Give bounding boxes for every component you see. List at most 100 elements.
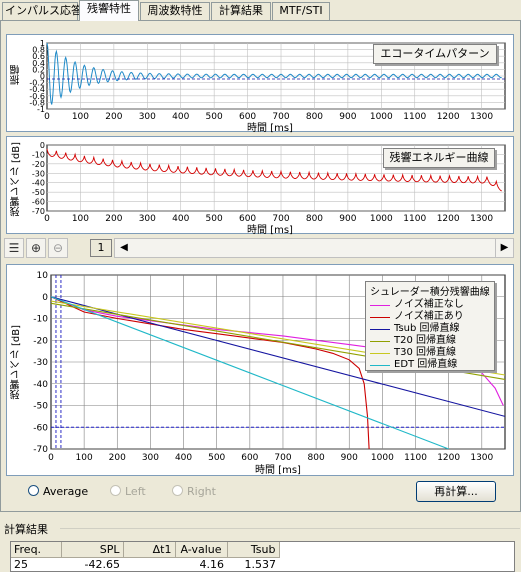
graph2-xtick-label: 1000: [370, 214, 393, 224]
graph1-xtick-label: 1100: [403, 112, 426, 122]
graph1-ytick-label: 0.4: [32, 59, 45, 68]
graph2-ytick-label: -60: [32, 198, 45, 207]
legend-entry: EDT 回帰直線: [366, 359, 494, 371]
page-number-box[interactable]: 1: [90, 239, 112, 257]
graph3-ytick-label: 0: [42, 293, 48, 303]
radio-average-dot: [28, 485, 39, 496]
graph1-ytick-label: 0: [40, 72, 45, 81]
graph3-ytick-label: 10: [37, 271, 49, 281]
results-header-dt1[interactable]: Δt1: [123, 542, 176, 558]
graph2-xtick-label: 1100: [403, 214, 426, 224]
schroeder-curve-graph[interactable]: 0 100 200 300 400 500 600 700 800 900 1000 1100 1200…: [6, 264, 514, 476]
graph1-ytick-label: -0.8: [29, 98, 45, 107]
legend-entry: T30 回帰直線: [366, 347, 494, 359]
graph3-xtick-label: 300: [142, 453, 159, 463]
chart-legend: シュレーダー積分残響曲線 ノイズ補正なし ノイズ補正あり Tsub 回帰直線 T20 …: [365, 281, 495, 371]
radio-left[interactable]: Left: [110, 484, 146, 500]
legend-entry: ノイズ補正あり: [366, 311, 494, 323]
graph2-xtick-label: 100: [72, 214, 89, 224]
graph2-xtick-label: 300: [139, 214, 156, 224]
legend-swatch: [370, 341, 390, 342]
graph1-xtick-label: 300: [139, 112, 156, 122]
graph3-xtick-label: 600: [241, 453, 258, 463]
graph2-xtick-label: 900: [339, 214, 356, 224]
graph3-ytick-label: -30: [33, 358, 48, 368]
radio-right[interactable]: Right: [172, 484, 216, 500]
graph1-xtick-label: 900: [339, 112, 356, 122]
zoom-out-icon[interactable]: ⊖: [48, 238, 68, 258]
results-section-divider: [60, 528, 520, 529]
energy-curve: [46, 148, 502, 192]
legend-entry: Tsub 回帰直線: [366, 323, 494, 335]
zoom-in-icon[interactable]: ⊕: [26, 238, 46, 258]
graph1-xlabel: 時間 [ms]: [247, 123, 293, 134]
radio-average-label: Average: [43, 485, 89, 498]
graph3-ytick-label: -10: [33, 315, 48, 325]
radio-left-label: Left: [125, 485, 146, 498]
scroll-left-icon[interactable]: ◀: [120, 242, 128, 253]
series-line-5: [51, 296, 449, 449]
series-line-2: [51, 296, 505, 417]
results-cell-avalue: 4.16: [199, 558, 225, 572]
radio-right-label: Right: [187, 485, 216, 498]
graph1-ytick-label: 0.2: [32, 65, 45, 74]
graph1-xtick-label: 1300: [470, 112, 493, 122]
graph2-ytick-label: -20: [32, 160, 45, 169]
graph1-xtick-label: 700: [272, 112, 289, 122]
reverb-energy-graph[interactable]: 0 100 200 300 400 500 600 700 800 900 1000 1100 1200…: [6, 136, 514, 236]
results-header-avalue[interactable]: A-value: [175, 542, 228, 558]
legend-swatch: [370, 329, 390, 330]
tab-impulse-response[interactable]: インパルス応答: [2, 2, 82, 20]
radio-left-dot: [110, 485, 121, 496]
graph-select-icon[interactable]: ☰: [4, 238, 24, 258]
graph3-xtick-label: 200: [109, 453, 126, 463]
echo-waveform: [46, 42, 502, 105]
legend-entry: ノイズ補正なし: [366, 299, 494, 311]
results-header-spl[interactable]: SPL: [61, 542, 124, 558]
results-cell-freq: 25: [14, 558, 28, 572]
tab-mtf-sti[interactable]: MTF/STI: [272, 2, 330, 20]
results-header-row: Freq. SPL Δt1 A-value Tsub: [11, 542, 280, 558]
graph3-xtick-label: 800: [308, 453, 325, 463]
radio-average[interactable]: Average: [28, 484, 88, 500]
graph1-xtick-label: 100: [72, 112, 89, 122]
echo-time-pattern-graph[interactable]: 0 100 200 300 400 500 600 700 800 900 1000 1100 1200…: [6, 34, 514, 134]
graph3-xtick-label: 700: [274, 453, 291, 463]
results-table[interactable]: Freq. SPL Δt1 A-value Tsub 25 -42.65 4.1…: [10, 541, 515, 572]
graph3-xtick-label: 500: [208, 453, 225, 463]
legend-label: ノイズ補正あり: [394, 311, 464, 322]
results-section-title: 計算結果: [4, 523, 48, 536]
tab-reverberation[interactable]: 残響特性: [79, 0, 139, 21]
graph3-xtick-label: 1000: [371, 453, 394, 463]
legend-title: シュレーダー積分残響曲線: [370, 287, 490, 298]
graph2-xtick-label: 200: [105, 214, 122, 224]
results-header-tsub[interactable]: Tsub: [227, 542, 280, 558]
graph1-ytick-label: 0.8: [32, 46, 45, 55]
graph2-xtick-label: 0: [44, 214, 50, 224]
graph1-ylabel: 振幅: [11, 65, 22, 85]
legend-swatch: [370, 317, 390, 318]
graph3-xtick-label: 1300: [470, 453, 493, 463]
graph2-xtick-label: 700: [272, 214, 289, 224]
graph1-ytick-label: -0.6: [29, 92, 45, 101]
graph1-xtick-label: 500: [206, 112, 223, 122]
graph2-xtick-label: 1300: [470, 214, 493, 224]
graph3-ytick-label: -50: [33, 402, 48, 412]
tab-frequency[interactable]: 周波数特性: [140, 2, 210, 20]
graph1-xtick-label: 1200: [437, 112, 460, 122]
table-row[interactable]: 25 -42.65 4.16 1.537: [11, 557, 279, 572]
scroll-right-icon[interactable]: ▶: [495, 239, 513, 257]
recalculate-button[interactable]: 再計算...: [416, 481, 496, 502]
graph3-ytick-label: -40: [33, 380, 48, 390]
tab-calc-results[interactable]: 計算結果: [211, 2, 271, 20]
graph3-xtick-label: 400: [175, 453, 192, 463]
graph2-ytick-label: -40: [32, 179, 45, 188]
graph1-label-box: エコータイムパターン: [373, 44, 497, 64]
graph2-xlabel: 時間 [ms]: [247, 225, 293, 236]
results-header-freq[interactable]: Freq.: [11, 542, 62, 558]
graph1-ytick-label: 0.6: [32, 52, 45, 61]
legend-label: Tsub 回帰直線: [394, 323, 460, 334]
results-cell-dt1: [123, 557, 175, 572]
horizontal-scrollbar[interactable]: ◀ ▶: [114, 238, 514, 258]
graph3-ytick-label: -60: [33, 423, 48, 433]
